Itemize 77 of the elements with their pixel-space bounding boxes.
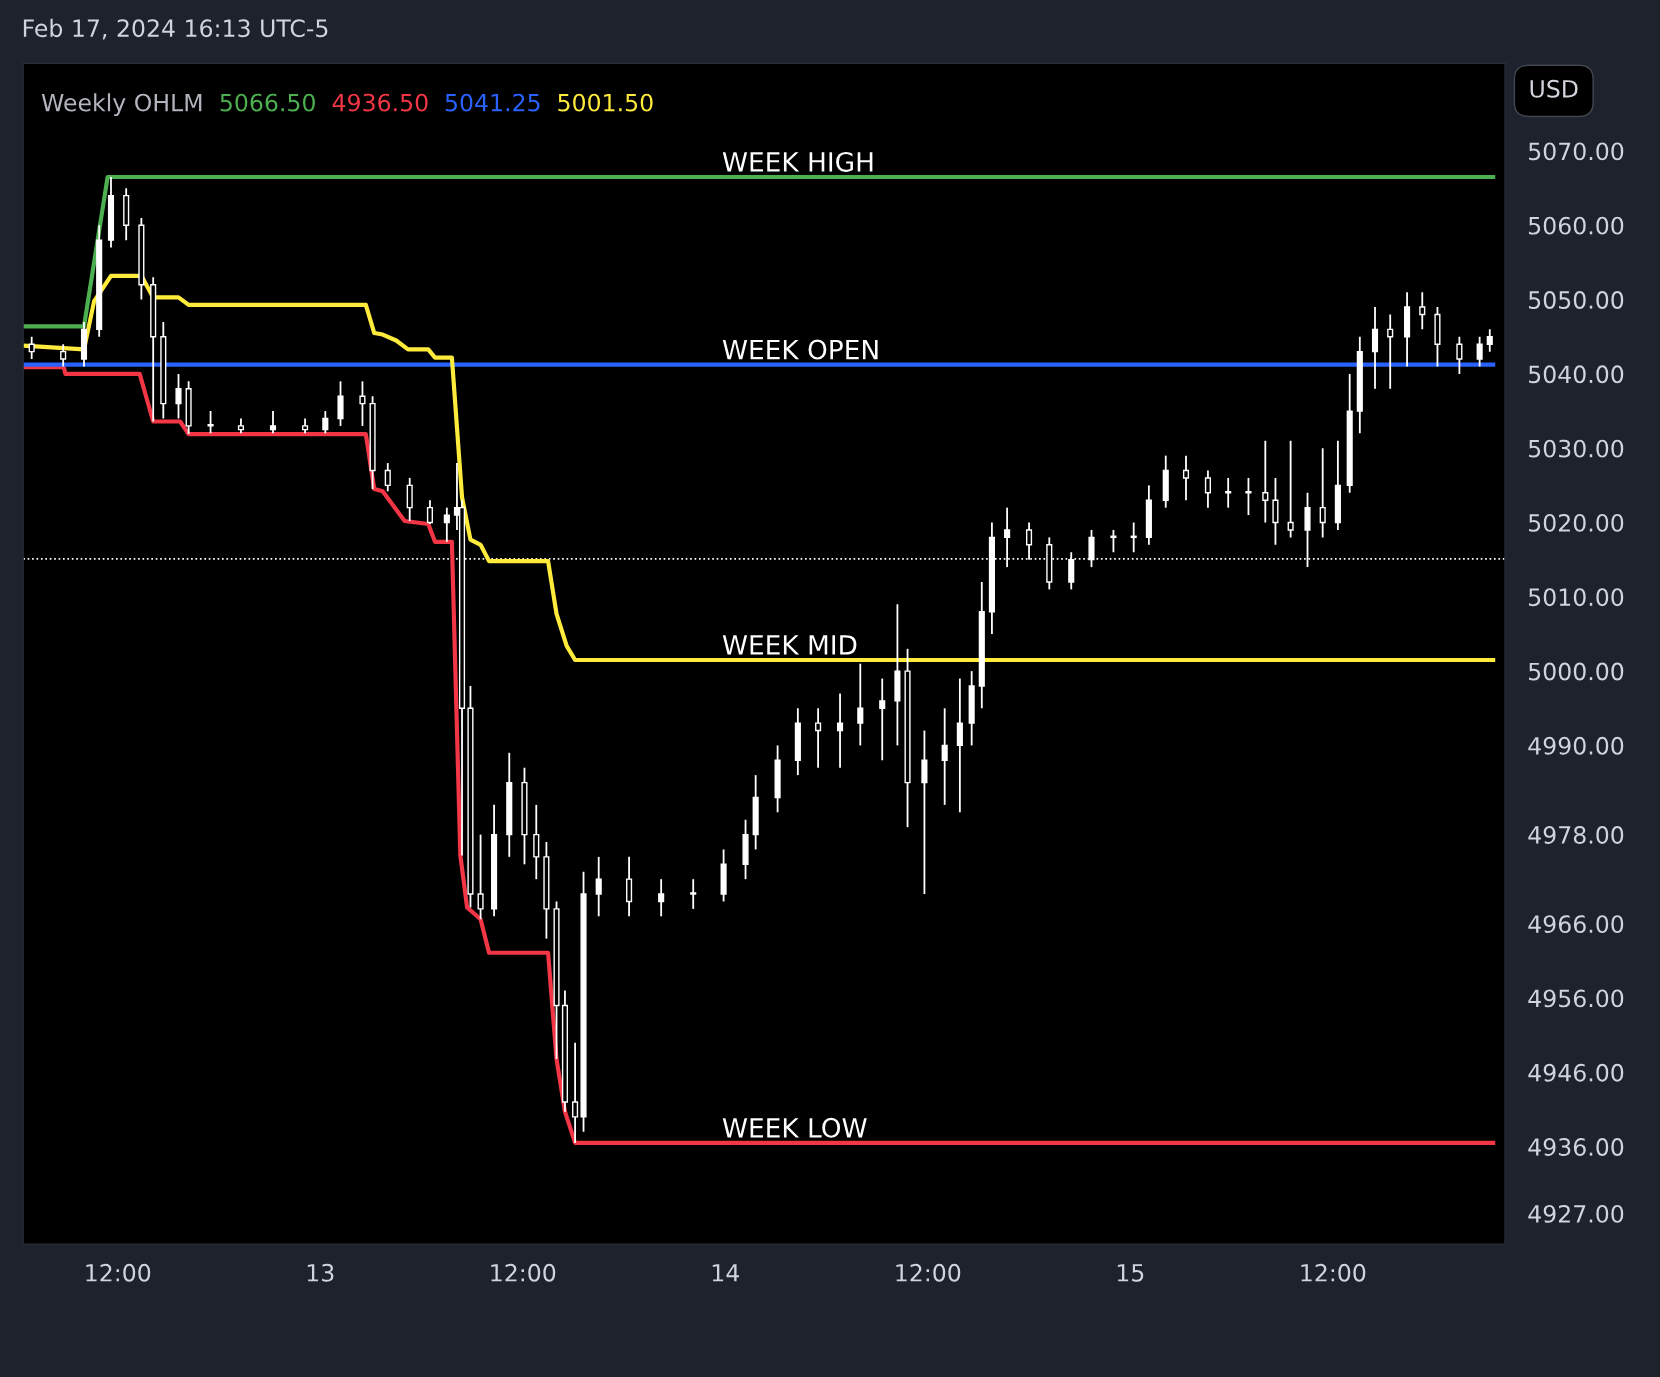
line-series — [23, 365, 1496, 1146]
y-tick-label: 4990.00 — [1528, 736, 1624, 755]
candlestick — [572, 1041, 579, 1144]
annotation: WEEK MID — [722, 635, 857, 655]
x-tick-label: 12:00 — [86, 1263, 151, 1282]
candlestick — [1272, 477, 1279, 546]
candlestick — [175, 373, 182, 420]
y-tick-label: 5070.00 — [1529, 142, 1624, 161]
candlestick — [406, 477, 413, 522]
annotation: WEEK LOW — [722, 1117, 867, 1138]
candlestick — [443, 506, 450, 543]
candlestick — [857, 662, 864, 747]
y-tick-label: 5060.00 — [1529, 216, 1624, 235]
candlestick — [477, 833, 484, 921]
candlestick — [1371, 306, 1379, 390]
text: USD — [1530, 79, 1578, 98]
candlestick — [533, 803, 540, 881]
candlestick — [1110, 529, 1117, 554]
text: 5041.25 — [445, 93, 540, 112]
candlestick — [384, 462, 391, 493]
candlestick — [28, 335, 35, 360]
text: Weekly OHLM — [41, 93, 202, 117]
annotation: WEEK HIGH — [722, 151, 873, 172]
candlestick — [1419, 291, 1426, 331]
y-tick-label: 5030.00 — [1529, 439, 1624, 458]
x-tick-label: 13 — [307, 1263, 334, 1282]
text: 5066.50 — [220, 93, 315, 112]
candlestick — [1204, 469, 1211, 509]
candlestick — [1486, 328, 1493, 353]
candlestick — [1225, 477, 1232, 509]
candlestick — [1456, 335, 1463, 375]
candlestick — [690, 878, 697, 910]
y-tick-label: 5040.00 — [1529, 365, 1624, 384]
line-series — [23, 273, 1496, 663]
y-tick-label: 4946.00 — [1528, 1063, 1624, 1082]
y-tick-label: 4956.00 — [1528, 989, 1624, 1008]
x-tick-label: 12:00 — [1301, 1263, 1366, 1282]
candlestick — [1182, 454, 1190, 502]
candlestick — [60, 343, 67, 368]
candlestick — [595, 855, 602, 918]
x-tick-label: 14 — [712, 1264, 739, 1282]
candlestick — [322, 410, 329, 435]
candlestick — [1245, 477, 1252, 516]
y-tick-label: 4936.00 — [1528, 1138, 1624, 1156]
candlestick — [207, 410, 214, 435]
candlestick — [941, 707, 948, 806]
candlestick — [956, 677, 963, 814]
y-tick-label: 4978.00 — [1528, 826, 1624, 844]
x-tick-label: 12:00 — [896, 1263, 961, 1282]
x-tick-label: 12:00 — [491, 1263, 556, 1282]
candlestick — [1287, 439, 1294, 539]
candlestick — [658, 878, 665, 918]
candlestick — [836, 692, 844, 769]
candlestick — [337, 380, 344, 427]
annotation: WEEK OPEN — [722, 339, 878, 360]
text: Feb 17, 2024 16:13 UTC-5 — [23, 18, 328, 40]
y-tick-label: 4927.00 — [1528, 1204, 1624, 1223]
y-tick-label: 5010.00 — [1529, 588, 1624, 607]
candlestick — [879, 677, 886, 762]
y-tick-label: 4966.00 — [1528, 915, 1624, 934]
candlestick — [1262, 439, 1269, 524]
x-tick-label: 15 — [1117, 1264, 1144, 1282]
candlestick — [815, 707, 822, 769]
text: 4936.50 — [332, 93, 428, 112]
y-tick-label: 5020.00 — [1529, 513, 1624, 532]
candlestick — [269, 410, 277, 435]
candlestick — [1319, 447, 1326, 539]
candlestick — [921, 729, 928, 895]
candlestick — [426, 499, 434, 525]
y-tick-label: 5050.00 — [1529, 291, 1624, 309]
candlestick — [359, 380, 366, 427]
candlestick — [1387, 313, 1394, 390]
candlestick — [626, 855, 633, 918]
candlestick — [1130, 521, 1137, 554]
text: 5001.50 — [558, 93, 653, 112]
y-tick-label: 5000.00 — [1529, 662, 1624, 681]
candlestick — [1476, 335, 1483, 368]
